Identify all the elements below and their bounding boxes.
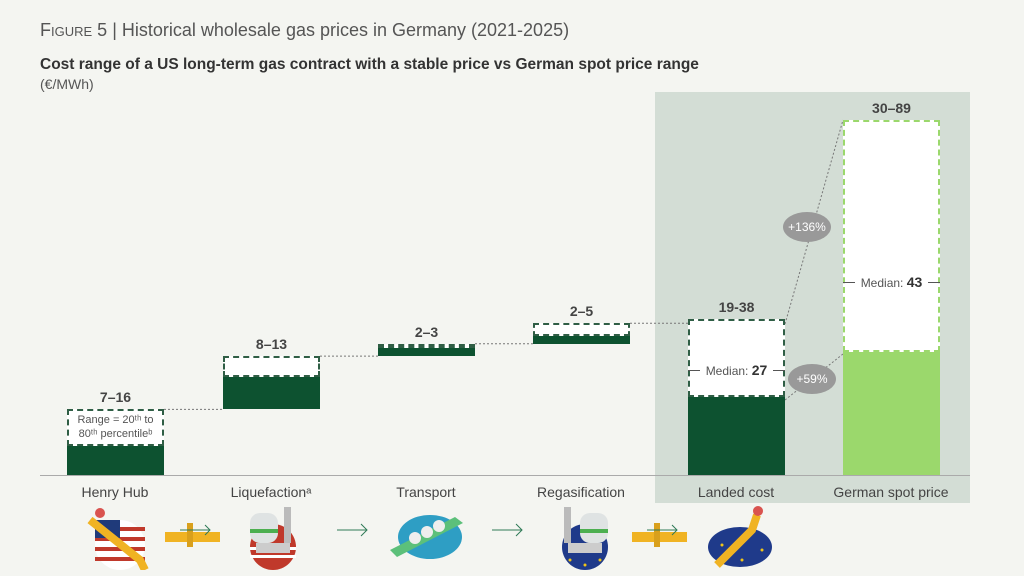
range-box <box>67 409 164 447</box>
increase-high-connector <box>784 119 844 325</box>
median-marker <box>843 282 855 283</box>
category-label: German spot price <box>833 484 949 500</box>
range-box <box>688 319 785 398</box>
median-marker <box>773 370 785 371</box>
range-label: 19-38 <box>718 299 755 316</box>
chart-subtitle: Cost range of a US long-term gas contrac… <box>40 56 699 73</box>
range-label: 30–89 <box>872 100 911 117</box>
increase-high-badge: +136% <box>783 212 831 242</box>
range-box <box>223 356 320 377</box>
category-label: Henry Hub <box>81 484 149 500</box>
fixed-cost-bar <box>67 446 164 475</box>
range-box <box>533 323 630 336</box>
us-gas-valve-icon <box>87 508 149 570</box>
figure-title: Figure 5 | Historical wholesale gas pric… <box>40 20 570 40</box>
unit-label: (€/MWh) <box>40 76 94 92</box>
lng-tanker-icon <box>390 515 463 559</box>
category-label: Landed cost <box>697 484 775 500</box>
arrow-icon <box>492 523 523 537</box>
range-note: Range = 20ᵗʰ to 80ᵗʰ percentileᵇ <box>77 414 154 440</box>
range-label: 7–16 <box>99 389 132 406</box>
arrow-icon <box>337 523 368 537</box>
category-label: Liquefactionᵃ <box>230 484 312 500</box>
range-box <box>843 120 940 352</box>
range-box <box>378 343 475 348</box>
median-marker <box>688 370 700 371</box>
increase-low-badge: +59% <box>788 364 836 394</box>
us-liquefaction-plant-icon <box>250 507 296 570</box>
eu-gas-valve-icon <box>708 506 772 568</box>
fixed-cost-bar <box>533 335 630 344</box>
category-label: Regasification <box>537 484 625 500</box>
median-label: Median: 43 <box>860 274 923 290</box>
median-marker <box>928 282 940 283</box>
range-label: 2–5 <box>569 303 594 320</box>
range-label: 2–3 <box>414 323 439 340</box>
eu-regasification-plant-icon <box>562 507 608 570</box>
category-label: Transport <box>396 484 456 500</box>
median-label: Median: 27 <box>705 362 768 378</box>
fixed-cost-bar <box>843 352 940 475</box>
fixed-cost-bar <box>223 376 320 410</box>
pipeline-arrow-icon <box>165 523 220 547</box>
fixed-cost-bar <box>378 347 475 357</box>
range-label: 8–13 <box>255 336 288 353</box>
baseline <box>40 475 970 476</box>
pipeline-arrow-icon <box>632 523 687 547</box>
fixed-cost-bar <box>688 397 785 475</box>
